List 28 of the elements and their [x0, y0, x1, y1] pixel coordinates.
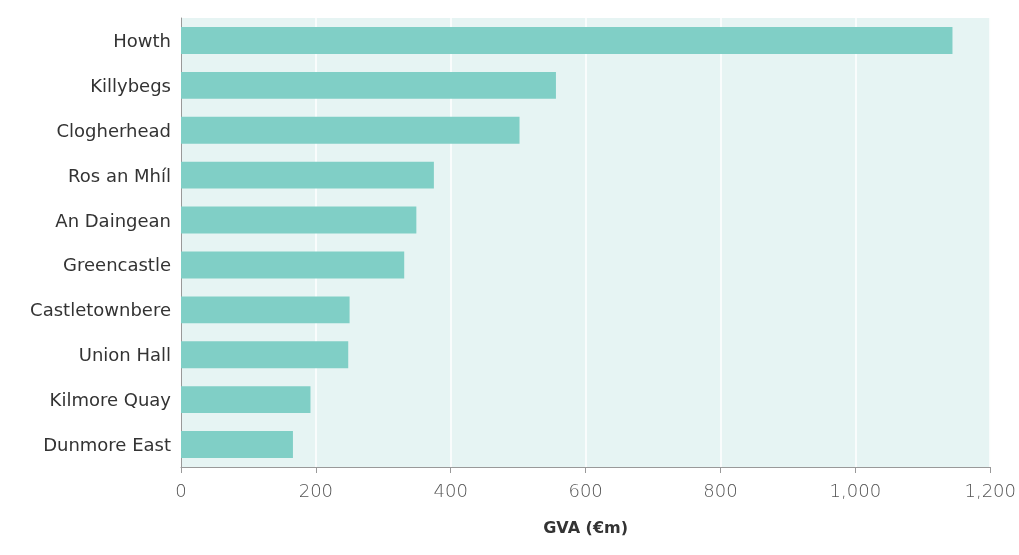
- y-tick-label: Killybegs: [90, 74, 171, 96]
- y-tick-label: Dunmore East: [43, 434, 171, 456]
- y-tick-label: Greencastle: [63, 254, 171, 276]
- bar: [181, 26, 953, 54]
- y-tick-label: Union Hall: [78, 344, 171, 366]
- y-tick-label: Ros an Mhíl: [68, 164, 171, 186]
- x-tick-label: 400: [433, 479, 468, 501]
- bar: [181, 386, 311, 414]
- bar: [181, 116, 520, 144]
- y-tick-label: Kilmore Quay: [49, 389, 172, 411]
- x-tick-label: 600: [568, 479, 603, 501]
- bar: [181, 431, 293, 459]
- bar: [181, 251, 405, 279]
- bar: [181, 296, 350, 324]
- x-tick-label: 800: [703, 479, 738, 501]
- x-tick-label: 1,200: [964, 479, 1016, 501]
- bar: [181, 161, 434, 189]
- x-axis-title: GVA (€m): [543, 517, 629, 537]
- bar: [181, 206, 417, 234]
- bar: [181, 341, 349, 369]
- y-tick-label: Castletownbere: [30, 299, 171, 321]
- bar: [181, 71, 556, 99]
- x-tick-label: 0: [175, 479, 187, 501]
- x-tick-label: 200: [298, 479, 334, 501]
- y-tick-label: An Daingean: [55, 209, 171, 231]
- y-tick-label: Clogherhead: [56, 119, 171, 141]
- y-tick-label: Howth: [113, 29, 171, 51]
- x-tick-label: 1,000: [829, 479, 882, 501]
